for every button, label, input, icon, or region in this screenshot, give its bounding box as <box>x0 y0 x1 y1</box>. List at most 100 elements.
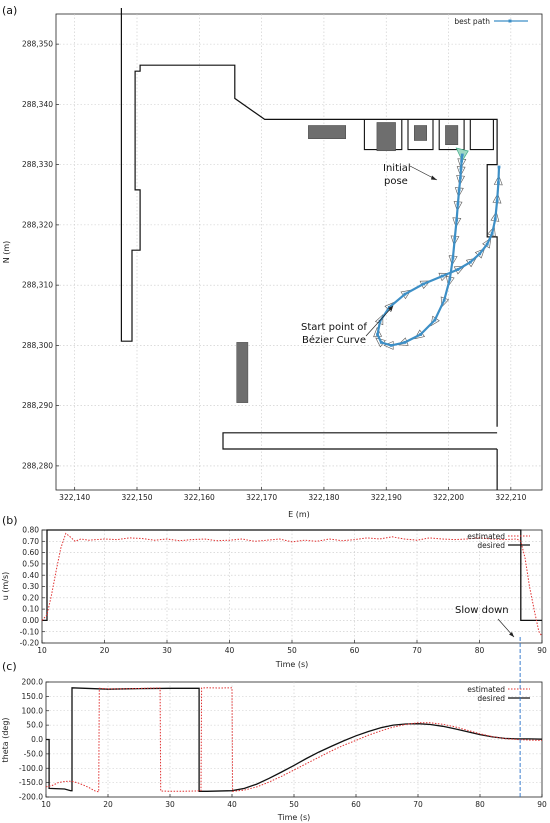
y-tick-label-c: 200.0 <box>22 678 44 687</box>
y-axis-label-c: theta (deg) <box>1 717 10 762</box>
y-tick-label-c: 100.0 <box>22 706 44 715</box>
y-tick-label-a: 288,320 <box>22 220 53 229</box>
obstacles <box>236 122 459 403</box>
x-tick-label-c: 70 <box>413 800 423 809</box>
y-tick-label-a: 288,340 <box>22 100 53 109</box>
best-path-point <box>457 188 461 192</box>
best-path-point <box>448 277 452 281</box>
best-path-point <box>459 167 463 171</box>
series-desired-c <box>46 687 543 792</box>
y-tick-label-c: -50.0 <box>24 749 44 758</box>
best-path-point <box>387 306 391 309</box>
obstacle-rect <box>376 122 396 152</box>
best-path-point <box>495 199 499 203</box>
best-path-point <box>422 282 426 286</box>
annotation-start-point-arrow <box>365 305 394 337</box>
x-tick-label-b: 80 <box>475 646 485 655</box>
best-path-point <box>490 231 494 235</box>
legend-label-desired-b: desired <box>477 541 505 550</box>
series-estimated-b <box>41 532 543 637</box>
annotation-start-point-arrowhead <box>388 306 393 311</box>
series-b <box>41 529 543 637</box>
annotation-slow-down-text: Slow down <box>455 605 509 616</box>
y-tick-label-b: 0.20 <box>22 593 39 602</box>
y-tick-label-a: 288,280 <box>22 461 53 470</box>
plot-frame-a <box>55 13 543 491</box>
annotation-slow-down: Slow down <box>455 605 515 638</box>
x-tick-label-c: 50 <box>289 800 299 809</box>
best-path-point <box>478 252 482 256</box>
x-tick-label-c: 60 <box>351 800 361 809</box>
x-axis-label-b: Time (s) <box>275 660 309 669</box>
y-tick-label-b: 0.80 <box>22 526 39 535</box>
best-path-point <box>456 268 460 271</box>
y-tick-label-c: -200.0 <box>19 793 43 802</box>
grid-a <box>56 14 542 490</box>
best-path-point <box>403 292 407 296</box>
best-path-point <box>440 274 444 278</box>
x-tick-label-c: 10 <box>41 800 51 809</box>
y-axis-label-b: u (m/s) <box>1 572 10 601</box>
legend-label-estimated-c: estimated <box>467 685 505 694</box>
y-tick-label-c: 50.0 <box>26 721 43 730</box>
best-path-point <box>378 319 382 323</box>
heading-plot: 10 20 30 40 50 60 70 80 90 -200.0 -150.0 -100.0 -50.… <box>1 678 547 822</box>
best-path-point <box>468 260 472 264</box>
x-tick-label-c: 40 <box>227 800 237 809</box>
y-tick-label-b: 0.60 <box>22 548 39 557</box>
x-tick-label-b: 40 <box>225 646 235 655</box>
x-tick-label-a: 322,200 <box>433 493 464 502</box>
y-tick-label-b: -0.10 <box>20 627 40 636</box>
annotation-initial-pose: Initial pose <box>383 163 438 187</box>
series-estimated-c <box>45 687 543 793</box>
x-tick-label-a: 322,150 <box>121 493 152 502</box>
y-tick-label-c: -100.0 <box>19 764 43 773</box>
best-path-point <box>376 333 379 336</box>
panel-label-b: (b) <box>2 514 18 527</box>
best-path-point <box>493 217 497 221</box>
best-path-point <box>496 181 500 185</box>
best-path-point <box>419 333 422 336</box>
x-tick-label-b: 70 <box>412 646 422 655</box>
legend-label-estimated-b: estimated <box>467 532 505 541</box>
best-path-point <box>403 340 407 344</box>
y-tick-label-b: 0.10 <box>22 605 39 614</box>
y-axis-label-a: N (m) <box>2 241 11 264</box>
annotation-start-point-line2: Bézier Curve <box>302 334 366 346</box>
best-path-point <box>485 242 489 246</box>
wall-notch <box>438 119 465 151</box>
y-tick-label-b: 0.50 <box>22 560 39 569</box>
x-tick-label-b: 30 <box>162 646 172 655</box>
walls <box>120 8 498 490</box>
ticks-b: 10 20 30 40 50 60 70 80 90 -0.20 -0.10 0.00 0.10 0.20… <box>20 526 547 655</box>
best-path-point <box>460 153 464 157</box>
y-tick-label-b: 0.40 <box>22 571 39 580</box>
x-tick-label-b: 20 <box>100 646 110 655</box>
obstacle-rect <box>308 125 346 139</box>
y-tick-label-c: 0.0 <box>31 735 43 744</box>
x-axis-label-a: E (m) <box>288 510 310 519</box>
annotation-initial-pose-line2: pose <box>384 176 408 187</box>
x-tick-label-a: 322,210 <box>495 493 526 502</box>
obstacle-rect <box>236 342 249 403</box>
x-tick-label-a: 322,180 <box>308 493 339 502</box>
x-tick-label-a: 322,140 <box>59 493 90 502</box>
x-tick-label-a: 322,160 <box>184 493 215 502</box>
y-tick-label-b: 0.70 <box>22 537 39 546</box>
y-tick-label-c: 150.0 <box>22 692 44 701</box>
x-tick-label-c: 90 <box>537 800 547 809</box>
wall-notch <box>407 119 434 151</box>
grid-b <box>42 530 542 643</box>
annotation-slow-down-arrowhead <box>509 632 514 637</box>
speed-plot: 10 20 30 40 50 60 70 80 90 -0.20 -0.10 0.00 0.10 0.20… <box>1 526 547 669</box>
wall-outline <box>120 8 498 427</box>
x-tick-label-c: 30 <box>165 800 175 809</box>
x-tick-label-b: 50 <box>287 646 297 655</box>
x-tick-label-c: 80 <box>475 800 485 809</box>
series-c <box>45 687 543 793</box>
legend-label-desired-c: desired <box>477 694 505 703</box>
best-path-point <box>497 165 501 169</box>
x-tick-label-b: 60 <box>350 646 360 655</box>
y-tick-label-b: 0.30 <box>22 582 39 591</box>
x-tick-label-b: 90 <box>537 646 547 655</box>
